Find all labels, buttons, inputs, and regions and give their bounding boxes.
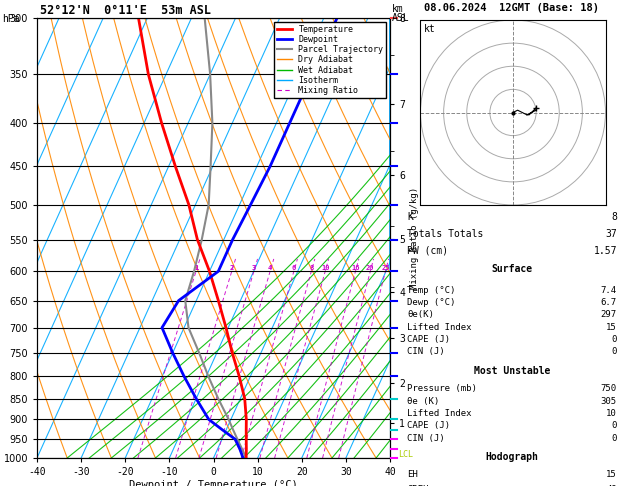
Text: 08.06.2024  12GMT (Base: 18): 08.06.2024 12GMT (Base: 18)	[425, 3, 599, 13]
Text: 6: 6	[292, 265, 296, 271]
Text: km: km	[392, 4, 404, 14]
Text: SREH: SREH	[407, 485, 428, 486]
Text: 8: 8	[611, 212, 617, 222]
Text: LCL: LCL	[398, 450, 413, 459]
Text: 7.4: 7.4	[601, 286, 617, 295]
Text: kt: kt	[424, 24, 436, 34]
Text: EH: EH	[407, 470, 418, 479]
Text: 25: 25	[381, 265, 390, 271]
Text: 20: 20	[366, 265, 374, 271]
Text: Most Unstable: Most Unstable	[474, 365, 550, 376]
Text: CAPE (J): CAPE (J)	[407, 335, 450, 344]
Text: hPa: hPa	[2, 14, 19, 24]
Text: 305: 305	[601, 397, 617, 406]
Text: K: K	[407, 212, 413, 222]
Text: θe (K): θe (K)	[407, 397, 440, 406]
Text: CAPE (J): CAPE (J)	[407, 421, 450, 431]
Text: Temp (°C): Temp (°C)	[407, 286, 455, 295]
Text: 15: 15	[606, 470, 617, 479]
Text: 297: 297	[601, 311, 617, 319]
Text: 750: 750	[601, 384, 617, 393]
Text: CIN (J): CIN (J)	[407, 347, 445, 356]
Text: 10: 10	[606, 409, 617, 418]
Text: 3: 3	[252, 265, 256, 271]
Text: 16: 16	[351, 265, 360, 271]
Text: 8: 8	[309, 265, 313, 271]
Text: 6.7: 6.7	[601, 298, 617, 307]
Text: PW (cm): PW (cm)	[407, 246, 448, 256]
Text: 2: 2	[230, 265, 234, 271]
Text: 52°12'N  0°11'E  53m ASL: 52°12'N 0°11'E 53m ASL	[40, 4, 211, 17]
Legend: Temperature, Dewpoint, Parcel Trajectory, Dry Adiabat, Wet Adiabat, Isotherm, Mi: Temperature, Dewpoint, Parcel Trajectory…	[274, 22, 386, 98]
Y-axis label: Mixing Ratio (g/kg): Mixing Ratio (g/kg)	[411, 187, 420, 289]
X-axis label: Dewpoint / Temperature (°C): Dewpoint / Temperature (°C)	[129, 480, 298, 486]
Text: θe(K): θe(K)	[407, 311, 434, 319]
Text: 49: 49	[606, 485, 617, 486]
Text: Lifted Index: Lifted Index	[407, 409, 472, 418]
Text: 4: 4	[268, 265, 272, 271]
Text: 0: 0	[611, 434, 617, 443]
Text: Pressure (mb): Pressure (mb)	[407, 384, 477, 393]
Text: 0: 0	[611, 347, 617, 356]
Text: Dewp (°C): Dewp (°C)	[407, 298, 455, 307]
Text: Lifted Index: Lifted Index	[407, 323, 472, 331]
Text: Surface: Surface	[491, 264, 533, 274]
Text: Hodograph: Hodograph	[486, 452, 538, 462]
Text: 37: 37	[605, 229, 617, 239]
Text: 1.57: 1.57	[593, 246, 617, 256]
Text: ASL: ASL	[392, 13, 409, 23]
Text: 0: 0	[611, 421, 617, 431]
Text: 1: 1	[194, 265, 198, 271]
Text: 10: 10	[321, 265, 330, 271]
Text: Totals Totals: Totals Totals	[407, 229, 484, 239]
Text: CIN (J): CIN (J)	[407, 434, 445, 443]
Text: 0: 0	[611, 335, 617, 344]
Text: 15: 15	[606, 323, 617, 331]
